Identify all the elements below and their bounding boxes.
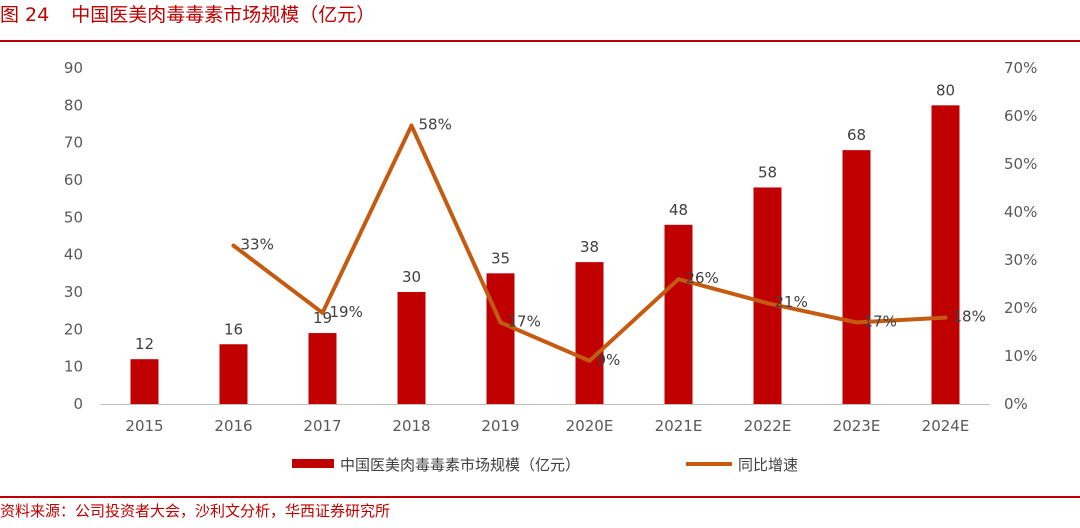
y-left-tick-label: 10 <box>64 358 83 376</box>
y-left-tick-label: 30 <box>64 283 83 301</box>
bar-value-label: 68 <box>847 126 866 144</box>
x-tick-label: 2019 <box>481 417 519 435</box>
y-right-tick-label: 30% <box>1004 251 1037 269</box>
growth-value-label: 33% <box>241 236 274 254</box>
bar-series: 12 16 19 30 35 38 48 58 68 80 <box>130 81 960 405</box>
y-right-axis: 0% 10% 20% 30% 40% 50% 60% 70% <box>1004 59 1037 413</box>
x-tick-label: 2022E <box>744 417 792 435</box>
bar <box>486 273 515 404</box>
x-tick-label: 2017 <box>303 417 341 435</box>
y-right-tick-label: 40% <box>1004 203 1037 221</box>
y-left-tick-label: 40 <box>64 246 83 264</box>
growth-value-label: 17% <box>508 312 541 330</box>
bar <box>130 359 159 404</box>
bar-value-label: 48 <box>669 201 688 219</box>
x-tick-label: 2024E <box>922 417 970 435</box>
x-axis: 2015 2016 2017 2018 2019 2020E 2021E 2022E 2023E… <box>125 417 969 435</box>
y-left-axis: 0 10 20 30 40 50 60 70 80 90 <box>64 59 83 413</box>
bar-value-label: 12 <box>135 335 154 353</box>
bar <box>308 333 337 404</box>
growth-point <box>231 243 236 248</box>
line-series: 33% 19% 58% 17% 9% 26% 21% 17% 18% <box>231 116 986 369</box>
source-note: 资料来源：公司投资者大会，沙利文分析，华西证券研究所 <box>0 502 391 520</box>
bar <box>397 292 426 404</box>
y-right-tick-label: 70% <box>1004 59 1037 77</box>
y-left-tick-label: 20 <box>64 320 83 338</box>
y-left-tick-label: 0 <box>73 395 83 413</box>
growth-value-label: 19% <box>330 303 363 321</box>
bar <box>575 262 604 404</box>
chart: 0 10 20 30 40 50 60 70 80 90 0% 10% 20% 30% 40% 50% 60%… <box>64 59 1037 474</box>
growth-value-label: 26% <box>686 269 719 287</box>
growth-point <box>320 310 325 315</box>
legend-swatch-bar <box>292 459 334 468</box>
figure-title: 图 24 中国医美肉毒毒素市场规模（亿元） <box>0 0 1080 34</box>
legend-label-line: 同比增速 <box>738 456 798 474</box>
growth-value-label: 21% <box>775 293 808 311</box>
growth-point <box>498 320 503 325</box>
growth-point <box>854 320 859 325</box>
bar <box>931 105 960 405</box>
growth-point <box>765 301 770 306</box>
growth-value-label: 58% <box>419 116 452 134</box>
y-left-tick-label: 80 <box>64 96 83 114</box>
growth-point <box>676 277 681 282</box>
bottom-rule <box>0 496 1080 498</box>
y-left-tick-label: 50 <box>64 208 83 226</box>
legend: 中国医美肉毒毒素市场规模（亿元） 同比增速 <box>292 456 798 474</box>
bar-value-label: 30 <box>402 268 421 286</box>
bar-value-label: 38 <box>580 238 599 256</box>
y-right-tick-label: 60% <box>1004 107 1037 125</box>
y-right-tick-label: 50% <box>1004 155 1037 173</box>
bar-value-label: 35 <box>491 249 510 267</box>
bar-value-label: 16 <box>224 320 243 338</box>
bar-value-label: 80 <box>936 81 955 99</box>
y-right-tick-label: 0% <box>1004 395 1028 413</box>
figure-caption: 中国医美肉毒毒素市场规模（亿元） <box>71 4 376 26</box>
y-right-tick-label: 20% <box>1004 299 1037 317</box>
top-rule <box>0 40 1080 42</box>
bar <box>842 150 871 404</box>
legend-label-bar: 中国医美肉毒毒素市场规模（亿元） <box>340 456 580 474</box>
y-left-tick-label: 90 <box>64 59 83 77</box>
bar <box>219 344 248 404</box>
x-tick-label: 2021E <box>655 417 703 435</box>
x-tick-label: 2023E <box>833 417 881 435</box>
growth-value-label: 17% <box>864 312 897 330</box>
y-right-tick-label: 10% <box>1004 347 1037 365</box>
growth-value-label: 18% <box>953 308 986 326</box>
bar-value-label: 19 <box>313 309 332 327</box>
x-tick-label: 2018 <box>392 417 430 435</box>
figure-number: 图 24 <box>0 4 50 26</box>
y-left-tick-label: 70 <box>64 134 83 152</box>
x-tick-label: 2015 <box>125 417 163 435</box>
growth-point <box>409 123 414 128</box>
growth-point <box>587 358 592 363</box>
x-tick-label: 2020E <box>566 417 614 435</box>
growth-point <box>943 315 948 320</box>
y-left-tick-label: 60 <box>64 171 83 189</box>
bar <box>664 224 693 404</box>
bar <box>753 187 782 404</box>
x-tick-label: 2016 <box>214 417 252 435</box>
bar-value-label: 58 <box>758 163 777 181</box>
growth-value-label: 9% <box>597 351 621 369</box>
